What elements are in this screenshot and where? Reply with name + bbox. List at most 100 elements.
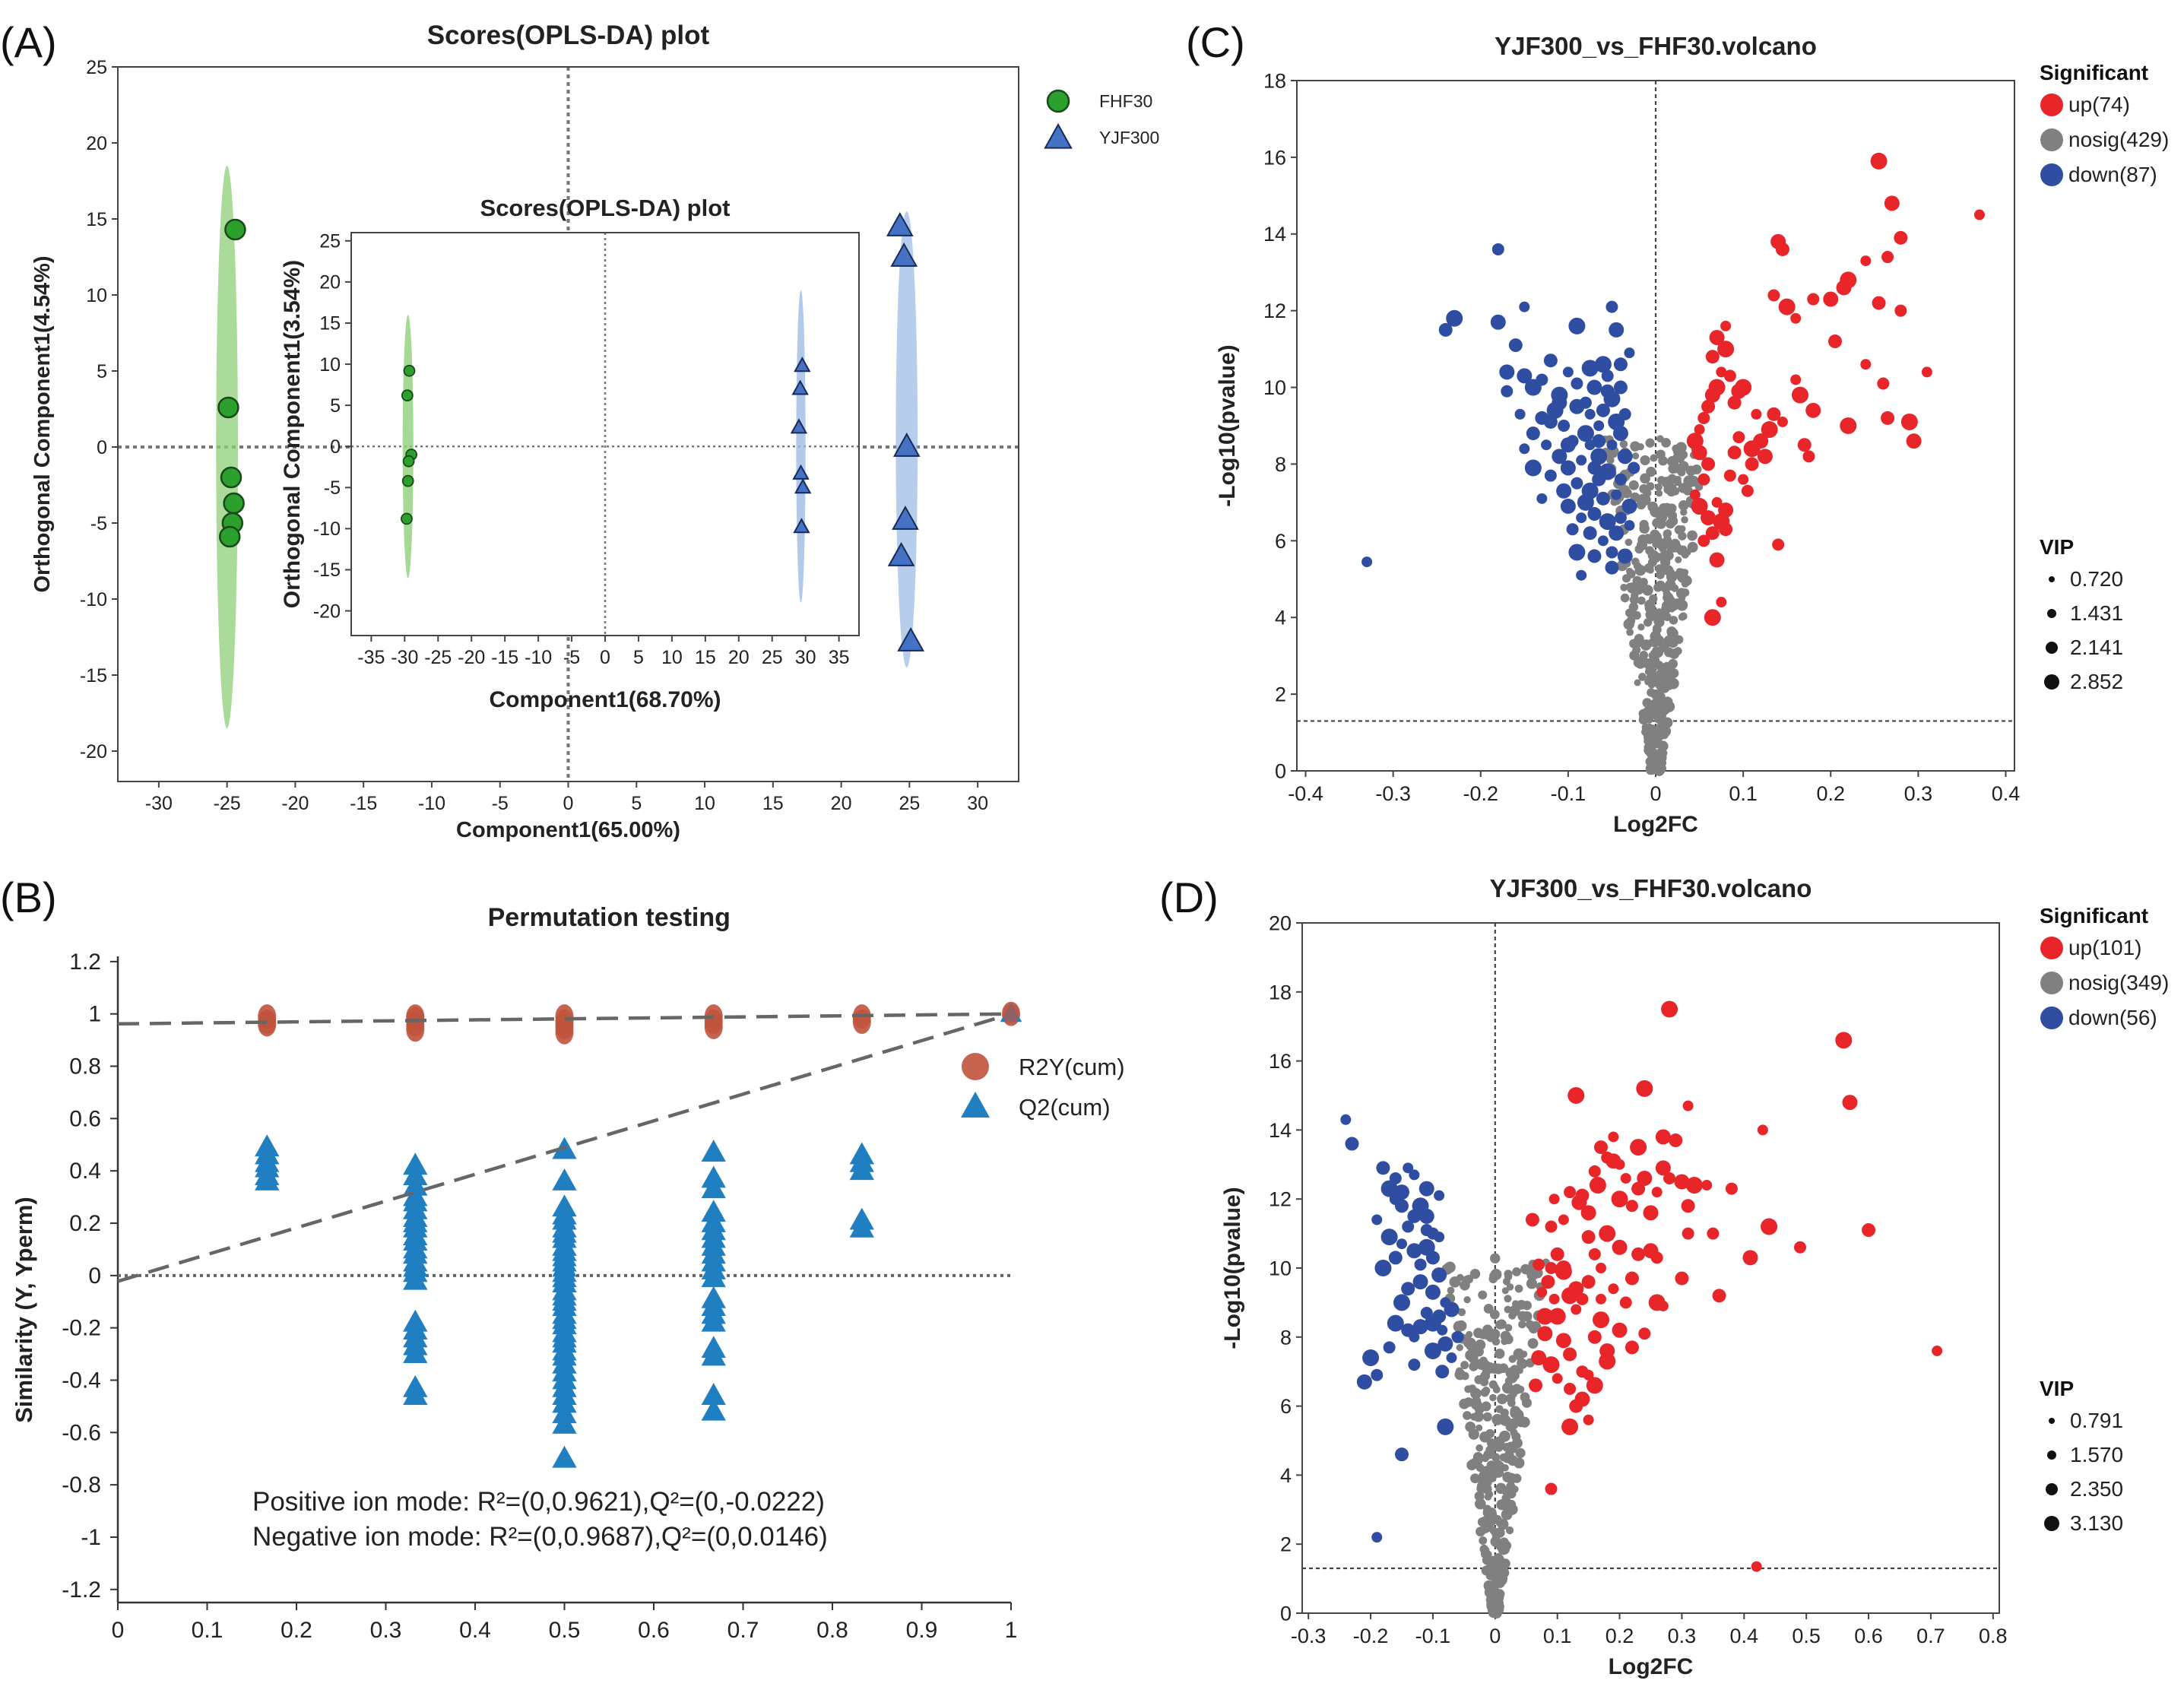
perm-legend-r2y-label: R2Y(cum) xyxy=(1019,1054,1125,1080)
volcano_c-xtick-label: -0.2 xyxy=(1463,782,1498,805)
volcano_d-up-point xyxy=(1648,1294,1666,1311)
volcano_d-up-point xyxy=(1525,1213,1539,1227)
volcano_c-nosig-point xyxy=(1661,584,1669,591)
volcano_d-up-point xyxy=(1619,1296,1632,1309)
opls_main-xtick-label: -25 xyxy=(214,793,241,814)
volcano_d-nosig-point xyxy=(1502,1472,1514,1483)
volcano_d-nosig-point xyxy=(1463,1295,1471,1304)
volcano_d-up-point xyxy=(1545,1220,1558,1233)
perm-xtick-label: 1 xyxy=(1005,1618,1018,1643)
opls_inset-ytick-label: 5 xyxy=(330,395,341,417)
opls_main-ytick-label: -5 xyxy=(90,513,107,534)
volcano_d-up-point xyxy=(1596,1293,1606,1305)
volcano_d-up-point xyxy=(1548,1308,1566,1325)
volcano_d-nosig-point xyxy=(1526,1278,1538,1289)
volcano_d-title: YJF300_vs_FHF30.volcano xyxy=(1490,874,1812,902)
volcano_c-down-point xyxy=(1552,395,1567,411)
volcano_c-up-point xyxy=(1805,402,1821,418)
volcano_d-nosig-point xyxy=(1507,1504,1515,1511)
volcano_c-nosig-point xyxy=(1656,692,1666,702)
volcano_c-up-point xyxy=(1709,552,1725,568)
volcano_d-nosig-point xyxy=(1489,1271,1498,1280)
opls-legend-fhf30-label: FHF30 xyxy=(1099,91,1152,111)
volcano_c-nosig-point xyxy=(1634,564,1647,576)
opls-inset-ellipse-fhf30 xyxy=(402,315,414,579)
volcano_c-up-point xyxy=(1881,251,1894,264)
volcano_d-nosig-point xyxy=(1486,1438,1496,1447)
perm-xtick-label: 0.6 xyxy=(638,1618,670,1643)
volcano_d-down-point xyxy=(1345,1137,1359,1151)
opls-inset-point-yjf300 xyxy=(794,357,811,373)
volcano_d-up-point xyxy=(1531,1350,1547,1366)
opls_main-ytick-label: -20 xyxy=(80,741,107,762)
volcano_d-up-point xyxy=(1625,1340,1639,1355)
volcano_c-vip-label: 0.720 xyxy=(2070,567,2123,591)
volcano_c-down-point xyxy=(1536,373,1548,386)
volcano_d-nosig-point xyxy=(1469,1362,1479,1371)
volcano_c-nosig-point xyxy=(1681,516,1688,524)
opls-inset-point-fhf30 xyxy=(401,474,414,487)
volcano_c-vip-marker xyxy=(2049,576,2055,582)
volcano_c-xtick-label: 0.2 xyxy=(1816,782,1845,805)
perm-q2-point xyxy=(701,1398,726,1421)
volcano_c-down-point xyxy=(1508,338,1523,353)
volcano_c-nosig-point xyxy=(1632,610,1641,620)
volcano_d-nosig-point xyxy=(1476,1444,1483,1452)
volcano_d-nosig-point xyxy=(1455,1367,1464,1375)
volcano_c-up-point xyxy=(1840,417,1857,434)
volcano_d-up-point xyxy=(1599,1352,1616,1370)
volcano_c-up-point xyxy=(1797,438,1812,452)
volcano_d-ytick-label: 0 xyxy=(1280,1602,1292,1625)
opls-main-point-fhf30 xyxy=(224,218,246,241)
volcano_d-up-point xyxy=(1661,1000,1678,1018)
perm-q2-point xyxy=(403,1383,428,1406)
volcano_d-nosig-point xyxy=(1456,1343,1463,1352)
volcano_c-down-point xyxy=(1599,513,1616,531)
permutation-chart: 0 0.1 0.2 0.3 0.4 0.5 0.6 0.7 0.8 0.9 1 -1.2 -1 -0.8 -… xyxy=(11,903,1125,1643)
opls_inset-xtick-label: -10 xyxy=(525,647,552,668)
volcano_c-nosig-point xyxy=(1687,530,1697,541)
volcano_d-nosig-point xyxy=(1482,1477,1492,1487)
volcano_d-nosig-point xyxy=(1468,1428,1479,1440)
volcano_c-up-point xyxy=(1697,473,1710,486)
volcano_c-down-point xyxy=(1596,491,1610,506)
volcano_d-up-point xyxy=(1601,1151,1614,1164)
volcano_d-up-point xyxy=(1932,1345,1943,1356)
volcano_d-up-point xyxy=(1643,1243,1659,1259)
volcano_c-nosig-point xyxy=(1666,455,1678,467)
opls-main-point-yjf300 xyxy=(897,626,925,652)
opls-inset-point-yjf300 xyxy=(793,518,810,534)
volcano_c-down-point xyxy=(1558,420,1571,432)
volcano_d-nosig-point xyxy=(1514,1284,1523,1293)
opls_main-xtick-label: 15 xyxy=(762,793,784,814)
volcano_d-xtick-label: 0 xyxy=(1489,1625,1501,1647)
volcano_c-up-point xyxy=(1802,450,1815,463)
opls-main-ellipse-fhf30 xyxy=(216,166,238,728)
volcano_d-down-point xyxy=(1380,1180,1398,1197)
volcano_c-up-point xyxy=(1731,383,1747,399)
volcano_d-down-point xyxy=(1402,1220,1415,1233)
volcano_c-nosig-point xyxy=(1675,556,1682,563)
volcano_c-down-point xyxy=(1560,437,1576,453)
opls-legend-yjf300-label: YJF300 xyxy=(1099,128,1159,147)
volcano_d-up-point xyxy=(1682,1100,1694,1111)
volcano_c-ytick-label: 2 xyxy=(1275,683,1286,706)
volcano_d-up-point xyxy=(1655,1129,1671,1145)
volcano_d-up-point xyxy=(1555,1263,1572,1280)
volcano_c-nosig-point xyxy=(1666,575,1675,583)
volcano_d-up-point xyxy=(1608,1283,1619,1295)
volcano_c-up-point xyxy=(1872,296,1886,310)
volcano_c-up-point xyxy=(1738,474,1749,485)
volcano_d-nosig-point xyxy=(1483,1303,1494,1314)
volcano_d-nosig-point xyxy=(1483,1450,1493,1460)
volcano_c-down-point xyxy=(1614,512,1627,525)
volcano_c-nosig-point xyxy=(1659,554,1669,564)
volcano_c-nosig-point xyxy=(1654,660,1664,671)
volcano_d-nosig-point xyxy=(1499,1415,1511,1426)
perm-ylabel: Similarity (Y, Yperm) xyxy=(11,1197,37,1423)
volcano_d-nosig-point xyxy=(1517,1311,1528,1321)
volcano_c-nosig-point xyxy=(1644,743,1652,751)
volcano_d-nosig-point xyxy=(1469,1384,1476,1392)
